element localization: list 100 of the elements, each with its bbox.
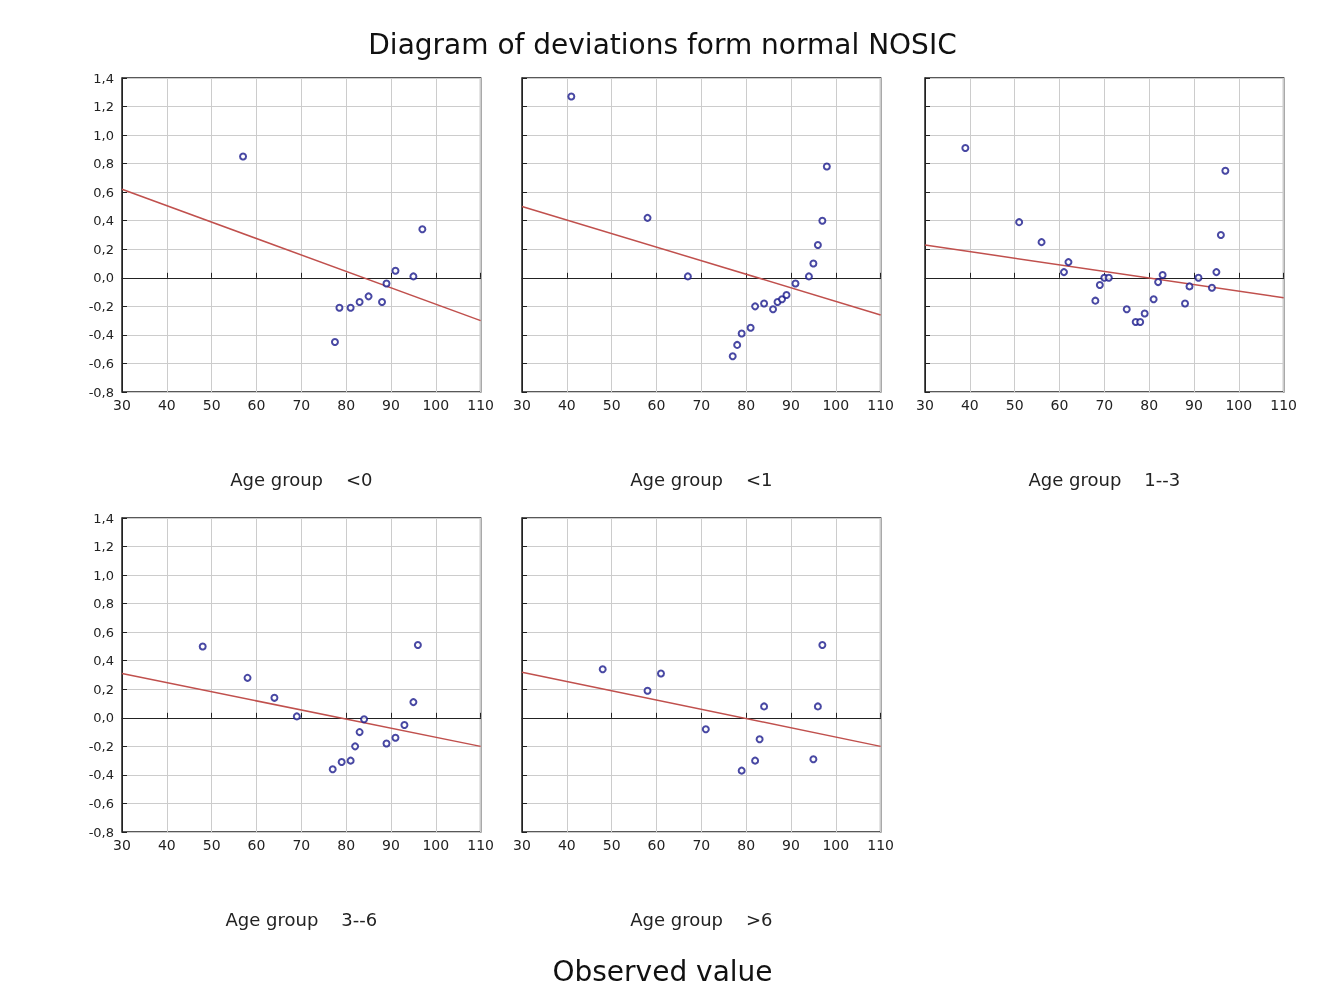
y-tick-label: 1,2 (93, 99, 114, 115)
point (239, 152, 248, 161)
x-tick-label: 30 (916, 397, 934, 413)
point (1212, 268, 1221, 277)
y-tick-label: 0,0 (93, 710, 114, 726)
x-tick-label: 90 (382, 837, 400, 853)
x-tick-label: 110 (867, 397, 895, 413)
x-tick-label: 50 (202, 397, 221, 413)
x-tick-label: 100 (822, 837, 850, 853)
point (391, 733, 400, 742)
x-tick-label: 90 (782, 397, 800, 413)
text: Diagram of deviations form normal NOSIC (367, 28, 958, 61)
x-tick-label: 30 (513, 397, 531, 413)
y-tick-label: 0,4 (93, 653, 114, 669)
y-tick-label: 0,8 (93, 596, 114, 612)
point (1154, 278, 1163, 287)
point (270, 693, 279, 702)
point (409, 698, 418, 707)
y-tick-label: 0,2 (93, 681, 114, 697)
point (382, 739, 391, 748)
point (418, 225, 427, 234)
point (683, 272, 692, 281)
x-tick-label: 50 (1005, 397, 1024, 413)
x-tick-label: 40 (557, 837, 576, 853)
y-tick-label: 0,4 (93, 213, 114, 229)
point (656, 669, 665, 678)
y-tick-label: -0,8 (88, 384, 114, 400)
point (1095, 280, 1104, 289)
point (701, 725, 710, 734)
x-tick-label: 80 (737, 837, 756, 853)
x-axis-title: Age group <1 (630, 468, 773, 490)
point (1037, 238, 1046, 247)
point (335, 303, 344, 312)
point (337, 758, 346, 767)
point (355, 728, 364, 737)
x-axis-title: Age group <0 (230, 468, 373, 490)
point (751, 756, 760, 765)
x-tick-label: 110 (467, 397, 495, 413)
y-tick-label: 1,4 (93, 70, 114, 86)
point (1015, 218, 1024, 227)
point (746, 323, 755, 332)
point (804, 272, 813, 281)
point (769, 305, 778, 314)
point (567, 92, 576, 101)
x-tick-label: 50 (202, 837, 221, 853)
x-tick-label: 70 (692, 837, 711, 853)
x-tick-label: 70 (292, 837, 311, 853)
text: Observed value (551, 955, 774, 988)
point (813, 240, 822, 249)
point (643, 686, 652, 695)
point (292, 712, 301, 721)
x-tick-label: 30 (113, 837, 131, 853)
point (346, 303, 355, 312)
point (818, 641, 827, 650)
x-tick-label: 100 (1225, 397, 1253, 413)
point (328, 765, 337, 774)
y-tick-label: -0,6 (88, 355, 114, 371)
point (1185, 282, 1194, 291)
y-tick-label: 0,6 (93, 624, 114, 640)
x-tick-label: 60 (1050, 397, 1069, 413)
point (1221, 166, 1230, 175)
point (1122, 305, 1131, 314)
y-tick-label: -0,2 (88, 738, 114, 754)
point (737, 766, 746, 775)
x-tick-label: 50 (602, 397, 621, 413)
point (733, 340, 742, 349)
point (809, 755, 818, 764)
point (813, 702, 822, 711)
x-tick-label: 40 (960, 397, 979, 413)
point (382, 279, 391, 288)
y-tick-label: 1,2 (93, 539, 114, 555)
x-tick-label: 90 (382, 397, 400, 413)
y-tick-label: -0,2 (88, 298, 114, 314)
y-tick-label: -0,6 (88, 795, 114, 811)
point (1064, 258, 1073, 267)
x-axis-title: Age group 1--3 (1028, 468, 1181, 490)
x-axis-title: Age group 3--6 (225, 908, 378, 930)
x-tick-label: 30 (113, 397, 131, 413)
y-tick-label: 0,2 (93, 241, 114, 257)
y-tick-label: 0,6 (93, 184, 114, 200)
x-axis-title: Age group >6 (630, 908, 773, 930)
point (755, 735, 764, 744)
x-tick-label: 50 (602, 837, 621, 853)
x-tick-label: 60 (647, 837, 666, 853)
x-tick-label: 40 (157, 837, 176, 853)
point (400, 720, 409, 729)
point (1149, 295, 1158, 304)
point (728, 352, 737, 361)
point (364, 292, 373, 301)
point (1158, 270, 1167, 279)
point (1059, 268, 1068, 277)
point (778, 295, 787, 304)
point (809, 259, 818, 268)
point (243, 673, 252, 682)
x-tick-label: 40 (557, 397, 576, 413)
y-tick-label: -0,4 (88, 767, 114, 783)
point (782, 290, 791, 299)
point (346, 756, 355, 765)
y-tick-label: 0,8 (93, 156, 114, 172)
x-tick-label: 80 (737, 397, 756, 413)
